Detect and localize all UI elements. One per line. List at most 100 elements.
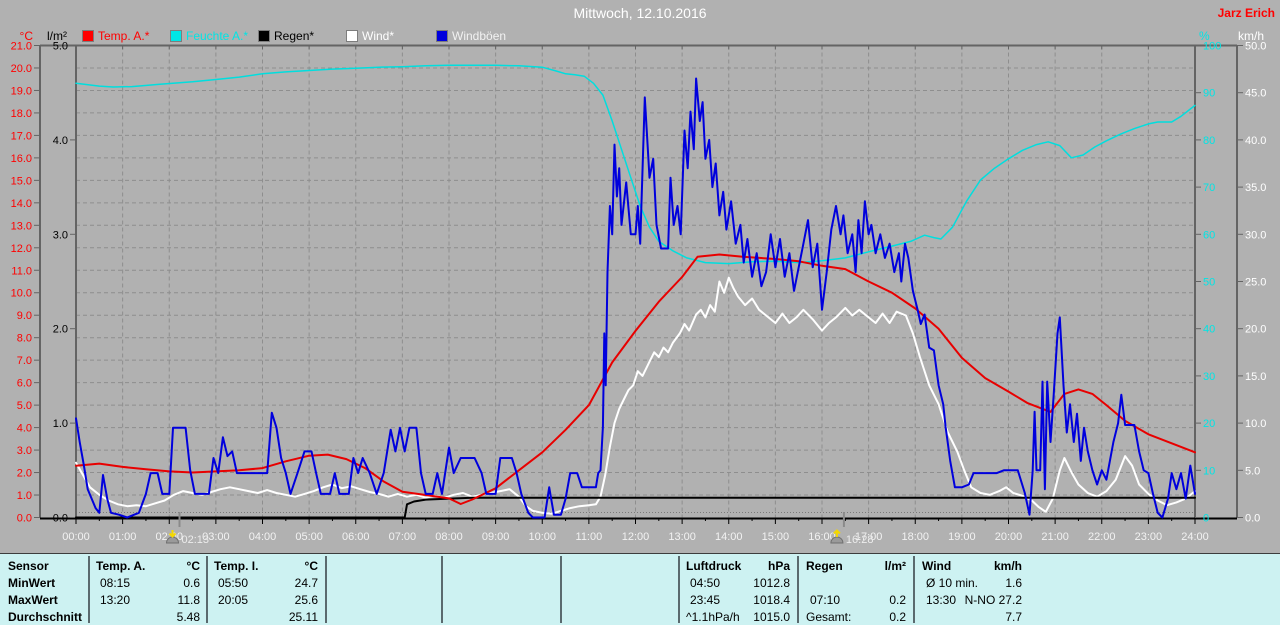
axis-tick-label: 13.0 (11, 220, 32, 232)
table-cell-time: 05:50 (218, 576, 249, 590)
marker-time-label: 02:13 (182, 534, 210, 546)
axis-tick-label: 25.0 (1245, 277, 1266, 289)
x-tick-label: 14:00 (715, 531, 743, 543)
x-tick-label: 17:00 (855, 531, 883, 543)
axis-tick-label: 9.0 (17, 310, 32, 322)
x-tick-label: 09:00 (482, 531, 510, 543)
axis-tick-label: 80 (1203, 135, 1215, 147)
table-col-unit: hPa (767, 559, 790, 573)
table-cell-value: 25.11 (288, 610, 318, 624)
table-col-header: Wind (922, 559, 952, 573)
table-row-label: MaxWert (8, 593, 58, 607)
axis-tick-label: 50 (1203, 277, 1215, 289)
moon-horizon-shape (830, 536, 844, 544)
table-col-header: Regen (806, 559, 843, 573)
table-cell-value: 5.48 (176, 610, 200, 624)
table-column-separator (206, 556, 208, 623)
x-tick-label: 13:00 (668, 531, 696, 543)
table-col-unit: °C (304, 559, 318, 573)
rain-axis-unit: l/m² (47, 29, 67, 43)
axis-tick-label: 60 (1203, 229, 1215, 241)
table-cell-time: 20:05 (218, 593, 249, 607)
table-column-separator (88, 556, 90, 623)
axis-tick-label: 20.0 (11, 63, 32, 75)
table-cell-value: 1015.0 (753, 610, 790, 624)
temp-axis-unit: °C (19, 29, 33, 43)
axis-tick-label: 10.0 (11, 288, 32, 300)
table-col-header: Luftdruck (686, 559, 742, 573)
x-tick-label: 01:00 (109, 531, 137, 543)
table-row-label: Sensor (8, 559, 49, 573)
axis-tick-label: 10 (1203, 465, 1215, 477)
x-tick-label: 08:00 (435, 531, 463, 543)
table-col-unit: °C (186, 559, 200, 573)
humidity-axis-unit: % (1199, 29, 1210, 43)
moonrise-icon (830, 529, 844, 544)
axis-tick-label: 4.0 (17, 423, 32, 435)
table-cell-value: 7.7 (1005, 610, 1022, 624)
legend-label: Regen* (274, 29, 315, 43)
arrow-icon (168, 530, 177, 538)
x-tick-label: 24:00 (1181, 531, 1209, 543)
axis-tick-label: 3.0 (53, 229, 68, 241)
table-column-separator (678, 556, 680, 623)
table-cell-time: Gesamt: (806, 610, 852, 624)
series-feuchte-a (75, 64, 1196, 265)
axis-tick-label: 1.0 (53, 418, 68, 430)
legend-swatch-icon (82, 30, 94, 42)
table-cell-time: 13:20 (100, 593, 131, 607)
table-cell-time: Ø 10 min. (926, 576, 979, 590)
legend-swatch-icon (258, 30, 270, 42)
x-tick-label: 15:00 (762, 531, 790, 543)
legend-label: Feuchte A.* (186, 29, 249, 43)
x-tick-label: 19:00 (948, 531, 976, 543)
axis-tick-label: 15.0 (11, 175, 32, 187)
table-col-unit: l/m² (884, 559, 906, 573)
x-tick-label: 11:00 (576, 531, 603, 543)
x-tick-label: 21:00 (1041, 531, 1069, 543)
axis-tick-label: 5.0 (53, 41, 68, 53)
table-col-header: Temp. I. (214, 559, 259, 573)
legend-label: Wind* (362, 29, 395, 43)
axis-tick-label: 12.0 (11, 243, 32, 255)
table-row-label: MinWert (8, 576, 56, 590)
axis-tick-label: 6.0 (17, 378, 32, 390)
x-tick-label: 04:00 (249, 531, 277, 543)
axis-tick-label: 21.0 (11, 41, 32, 53)
x-tick-label: 10:00 (528, 531, 556, 543)
x-tick-label: 12:00 (622, 531, 650, 543)
table-cell-time: 08:15 (100, 576, 131, 590)
legend-item-3: Regen* (258, 29, 315, 43)
legend-label: Temp. A.* (98, 29, 150, 43)
table-cell-time: 07:10 (810, 593, 841, 607)
axis-tick-label: 0.0 (1245, 513, 1260, 525)
axis-tick-label: 3.0 (17, 445, 32, 457)
x-tick-label: 06:00 (342, 531, 370, 543)
wind-axis-unit: km/h (1238, 29, 1265, 43)
axis-tick-label: 0.0 (53, 513, 68, 525)
axis-tick-label: 16.0 (11, 153, 32, 165)
axis-tick-label: 11.0 (11, 265, 32, 277)
table-cell-value: 1012.8 (753, 576, 790, 590)
table-column-separator (325, 556, 327, 623)
axis-tick-label: 17.0 (11, 130, 32, 142)
x-tick-label: 20:00 (995, 531, 1023, 543)
table-column-separator (441, 556, 443, 623)
legend-item-4: Wind* (346, 29, 395, 43)
axis-tick-label: 18.0 (11, 108, 32, 120)
series-regen (75, 496, 1196, 519)
moonset-icon (166, 530, 180, 544)
x-tick-label: 05:00 (295, 531, 323, 543)
table-cell-value: 11.8 (177, 593, 200, 607)
table-col-unit: km/h (993, 559, 1022, 573)
axis-tick-label: 1.0 (17, 490, 32, 502)
axis-tick-label: 20.0 (1245, 324, 1266, 336)
series-windb-en (75, 77, 1196, 519)
axis-tick-label: 35.0 (1245, 182, 1266, 194)
table-cell-value: 0.2 (889, 593, 906, 607)
x-tick-label: 07:00 (389, 531, 417, 543)
axis-tick-label: 7.0 (17, 355, 32, 367)
axis-tick-label: 4.0 (53, 135, 68, 147)
marker-time-label: 16:28 (846, 534, 874, 546)
